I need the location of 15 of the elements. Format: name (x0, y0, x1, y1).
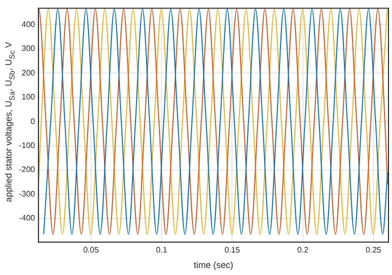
y-tick-label: 100 (22, 92, 36, 102)
y-tick-label: 0 (30, 116, 36, 126)
x-tick-label: 0.25 (366, 246, 382, 255)
x-tick-label: 0.15 (224, 246, 241, 255)
y-tick-label: 300 (22, 44, 36, 54)
y-tick-label: -300 (18, 189, 36, 198)
y-tick-label: 400 (22, 20, 36, 29)
x-tick-label: 0.05 (83, 246, 100, 255)
y-tick-label: -100 (18, 140, 36, 150)
x-tick-label: 0.2 (297, 246, 309, 255)
y-tick-label: -400 (18, 214, 36, 223)
x-tick-label: 0.1 (156, 246, 168, 255)
y-tick-label: -200 (18, 165, 36, 174)
x-axis-title: time (sec) (194, 260, 234, 270)
y-tick-label: 200 (22, 68, 36, 78)
